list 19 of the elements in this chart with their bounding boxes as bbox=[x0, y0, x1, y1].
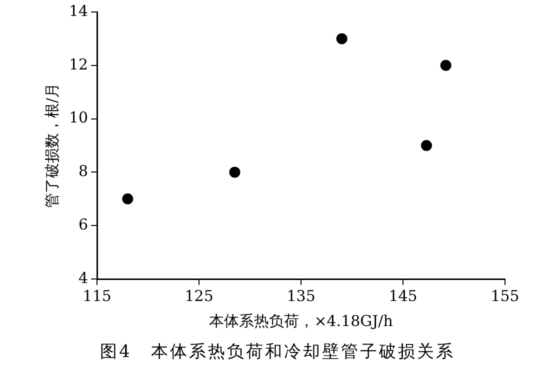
x-tick-label: 125 bbox=[184, 286, 214, 305]
y-tick-label: 6 bbox=[78, 215, 88, 234]
y-tick-label: 4 bbox=[78, 268, 88, 287]
point bbox=[229, 166, 240, 178]
x-tick-label: 155 bbox=[490, 286, 520, 305]
y-tick-label: 10 bbox=[68, 108, 88, 127]
x-axis-title: 本体系热负荷，×4.18GJ/h bbox=[209, 312, 394, 330]
y-tick-label: 12 bbox=[68, 55, 88, 74]
x-tick-label: 115 bbox=[82, 286, 112, 305]
x-tick-label: 145 bbox=[388, 286, 418, 305]
point bbox=[122, 193, 134, 204]
point bbox=[420, 140, 432, 151]
x-tick-label: 135 bbox=[286, 286, 316, 305]
caption: 图4 本体系热负荷和冷却壁管子破损关系 bbox=[99, 341, 456, 363]
y-tick-label: 14 bbox=[68, 2, 88, 20]
point bbox=[336, 33, 348, 44]
point bbox=[440, 60, 452, 71]
y-axis-title: 管了破损数，根/月 bbox=[42, 82, 61, 208]
y-tick-label: 8 bbox=[78, 162, 88, 180]
